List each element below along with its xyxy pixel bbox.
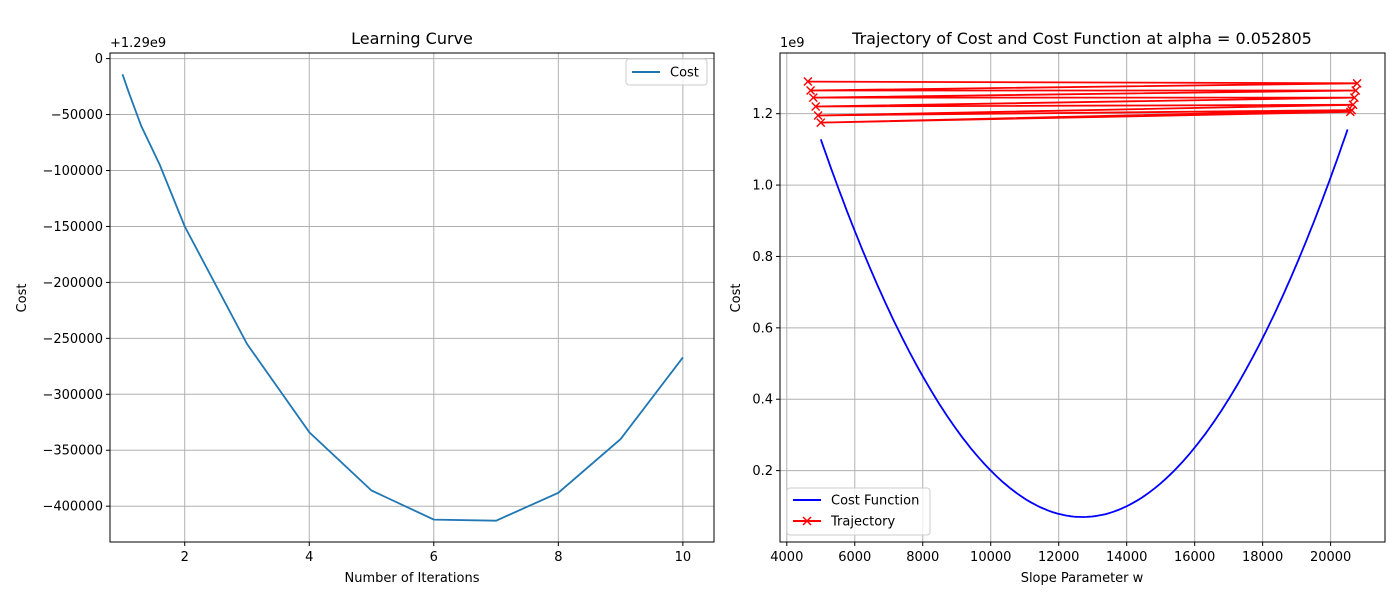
y-tick-label: 0	[95, 52, 103, 67]
series-line-cost	[121, 74, 684, 522]
legend: Cost Function Trajectory	[786, 487, 931, 536]
x-tick-label: 18000	[1242, 550, 1283, 565]
trajectory-point	[816, 118, 826, 128]
trajectory-chart: 4000 6000 8000 10000 12000 14000 16000 18000 200…	[729, 29, 1386, 586]
x-tick-label: 4000	[770, 550, 803, 565]
y-tick-label: 0.8	[752, 250, 773, 265]
y-tick-label: −300000	[42, 388, 103, 403]
x-tick-label: 10	[675, 550, 692, 565]
x-tick-label: 16000	[1174, 550, 1215, 565]
y-tick-label: 1.2	[752, 107, 773, 122]
legend-box	[786, 487, 931, 536]
y-offset-text: +1.29e9	[110, 36, 166, 51]
x-tick-label: 20000	[1310, 550, 1351, 565]
x-tick-label: 6000	[838, 550, 871, 565]
x-tick-label: 6	[430, 550, 438, 565]
y-tick-label: 0.6	[752, 321, 773, 336]
series-line-trajectory	[807, 80, 1358, 124]
tick-labels: 4000 6000 8000 10000 12000 14000 16000 18000 200…	[752, 107, 1351, 565]
y-offset-text: 1e9	[780, 36, 805, 51]
legend-label-trajectory: Trajectory	[830, 515, 895, 530]
y-tick-label: 0.2	[752, 464, 773, 479]
x-tick-label: 4	[305, 550, 313, 565]
legend-marker-trajectory	[802, 516, 812, 526]
trajectory-point	[806, 85, 816, 95]
trajectory-point	[811, 102, 821, 112]
series-lines	[121, 74, 684, 522]
trajectory-point	[1348, 100, 1358, 110]
y-tick-label: −250000	[42, 332, 103, 347]
plot-frame	[779, 52, 1386, 543]
legend-label-cost-function: Cost Function	[831, 494, 919, 509]
y-tick-label: −200000	[42, 276, 103, 291]
legend-label-cost: Cost	[670, 66, 699, 81]
trajectory-point	[1349, 93, 1359, 103]
y-tick-label: −350000	[42, 444, 103, 459]
y-tick-label: −400000	[42, 500, 103, 515]
y-tick-label: −100000	[42, 164, 103, 179]
x-axis-label: Number of Iterations	[345, 571, 480, 586]
chart-title: Trajectory of Cost and Cost Function at …	[851, 29, 1312, 48]
y-tick-label: −50000	[51, 108, 103, 123]
x-tick-label: 8	[554, 550, 562, 565]
x-tick-label: 10000	[970, 550, 1011, 565]
y-tick-label: −150000	[42, 220, 103, 235]
y-axis-label: Cost	[15, 284, 30, 313]
trajectory-point	[1352, 78, 1362, 88]
chart-title: Learning Curve	[351, 29, 473, 48]
y-tick-label: 1.0	[752, 179, 773, 194]
trajectory-point	[1345, 107, 1355, 117]
x-axis-label: Slope Parameter w	[1021, 571, 1144, 586]
learning-curve-chart: 2 4 6 8 10 0 −50000 −100000 −150000 −200000 −25000…	[15, 29, 715, 586]
x-tick-label: 2	[181, 550, 189, 565]
y-tick-label: 0.4	[752, 393, 773, 408]
series-line-cost-function	[819, 129, 1349, 518]
x-tick-label: 14000	[1106, 550, 1147, 565]
legend-box	[625, 58, 708, 86]
trajectory-point	[1351, 85, 1361, 95]
legend: Cost	[625, 58, 708, 86]
series-lines	[803, 77, 1362, 518]
y-axis-label: Cost	[729, 284, 744, 313]
trajectory-point	[813, 110, 823, 120]
tick-labels: 2 4 6 8 10 0 −50000 −100000 −150000 −200000 −25000…	[42, 52, 691, 565]
grid-lines	[780, 53, 1385, 542]
plot-frame	[109, 52, 715, 543]
trajectory-point	[808, 93, 818, 103]
x-tick-label: 12000	[1038, 550, 1079, 565]
grid-lines	[110, 53, 714, 542]
x-tick-label: 8000	[906, 550, 939, 565]
trajectory-point	[803, 77, 813, 87]
